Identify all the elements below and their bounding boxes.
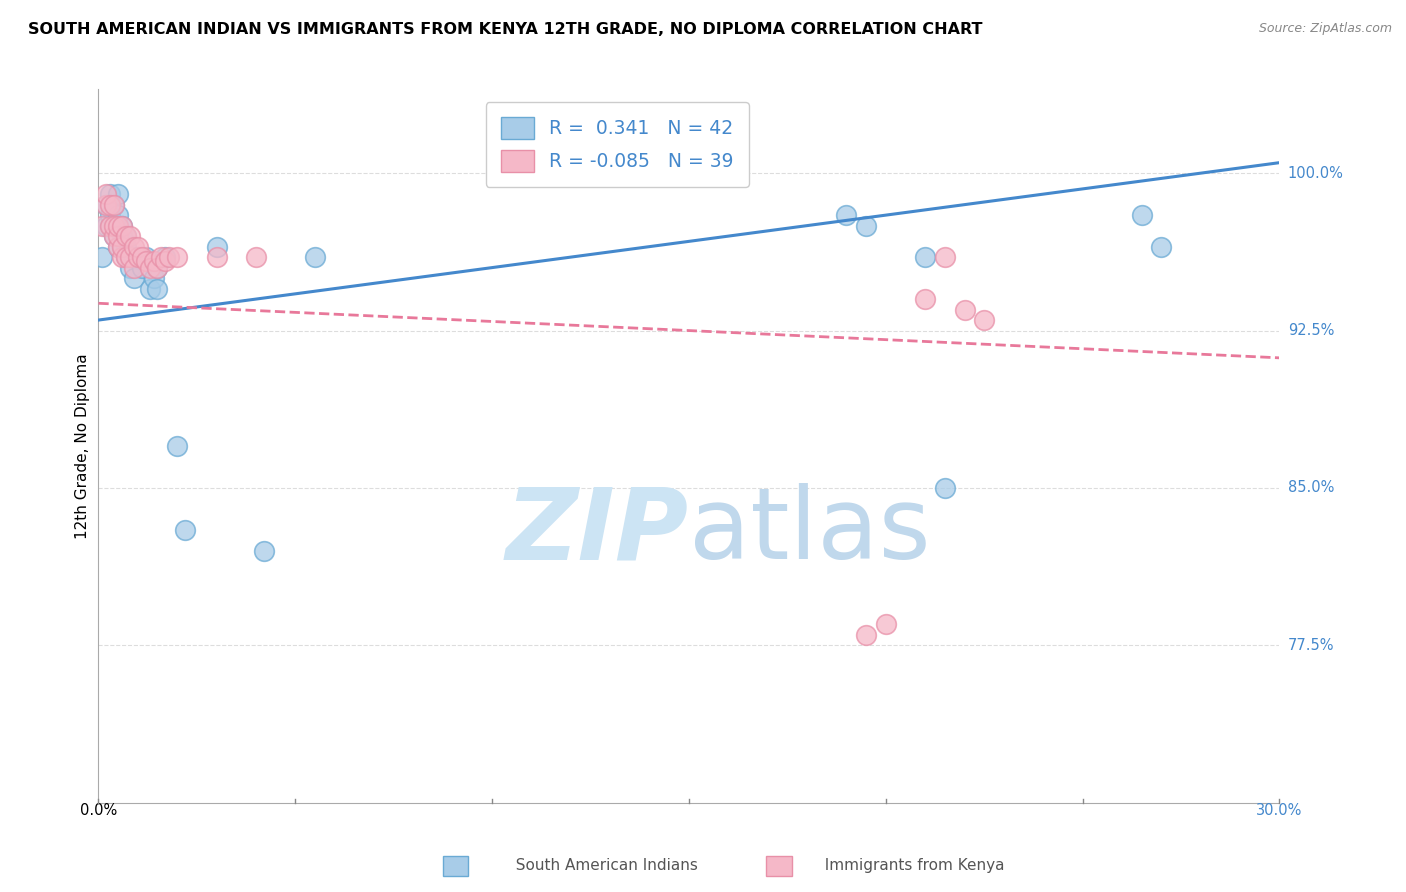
Point bbox=[135, 254, 157, 268]
Point bbox=[103, 229, 125, 244]
Point bbox=[155, 254, 177, 268]
Point bbox=[96, 219, 118, 233]
Point bbox=[245, 250, 267, 264]
Point bbox=[953, 302, 976, 317]
Point bbox=[115, 229, 138, 244]
Point bbox=[107, 219, 129, 233]
Point bbox=[155, 250, 177, 264]
Point bbox=[138, 260, 160, 275]
Point bbox=[103, 219, 125, 233]
Point bbox=[111, 250, 134, 264]
Point bbox=[166, 439, 188, 453]
Point bbox=[115, 250, 138, 264]
Point bbox=[103, 229, 125, 244]
Text: atlas: atlas bbox=[689, 483, 931, 580]
Point bbox=[96, 197, 118, 211]
Point bbox=[934, 481, 956, 495]
Point bbox=[118, 260, 141, 275]
Text: 92.5%: 92.5% bbox=[1288, 323, 1334, 338]
Point bbox=[1150, 239, 1173, 253]
Point bbox=[107, 187, 129, 202]
Point bbox=[174, 523, 197, 537]
Point bbox=[98, 197, 121, 211]
Text: South American Indians: South American Indians bbox=[506, 858, 697, 872]
Point bbox=[103, 219, 125, 233]
Point bbox=[914, 292, 936, 306]
Point bbox=[122, 239, 145, 253]
Point bbox=[103, 197, 125, 211]
Point bbox=[111, 239, 134, 253]
Point bbox=[1130, 208, 1153, 222]
Point bbox=[115, 239, 138, 253]
Point bbox=[142, 271, 165, 285]
Point bbox=[91, 219, 114, 233]
Y-axis label: 12th Grade, No Diploma: 12th Grade, No Diploma bbox=[75, 353, 90, 539]
Point bbox=[103, 197, 125, 211]
Point bbox=[855, 628, 877, 642]
Point bbox=[875, 617, 897, 632]
Point bbox=[122, 250, 145, 264]
Text: ZIP: ZIP bbox=[506, 483, 689, 580]
Point bbox=[135, 250, 157, 264]
Point bbox=[107, 239, 129, 253]
Point bbox=[142, 254, 165, 268]
Point bbox=[127, 250, 149, 264]
Point bbox=[107, 229, 129, 244]
Point bbox=[118, 229, 141, 244]
Point bbox=[127, 239, 149, 253]
Point bbox=[127, 250, 149, 264]
Point bbox=[96, 187, 118, 202]
Point bbox=[107, 208, 129, 222]
Point bbox=[304, 250, 326, 264]
Point bbox=[96, 197, 118, 211]
Point bbox=[146, 260, 169, 275]
Point bbox=[146, 260, 169, 275]
Legend: R =  0.341   N = 42, R = -0.085   N = 39: R = 0.341 N = 42, R = -0.085 N = 39 bbox=[485, 103, 749, 186]
Point bbox=[934, 250, 956, 264]
Point bbox=[157, 250, 180, 264]
Point bbox=[98, 219, 121, 233]
Text: SOUTH AMERICAN INDIAN VS IMMIGRANTS FROM KENYA 12TH GRADE, NO DIPLOMA CORRELATIO: SOUTH AMERICAN INDIAN VS IMMIGRANTS FROM… bbox=[28, 22, 983, 37]
Text: 30.0%: 30.0% bbox=[1257, 803, 1302, 818]
Point bbox=[107, 239, 129, 253]
Point bbox=[122, 260, 145, 275]
Point bbox=[122, 271, 145, 285]
Text: Source: ZipAtlas.com: Source: ZipAtlas.com bbox=[1258, 22, 1392, 36]
Point bbox=[111, 219, 134, 233]
Point bbox=[914, 250, 936, 264]
Point bbox=[855, 219, 877, 233]
Point bbox=[107, 219, 129, 233]
Text: 77.5%: 77.5% bbox=[1288, 638, 1334, 653]
Point bbox=[138, 282, 160, 296]
Point bbox=[131, 260, 153, 275]
Text: Immigrants from Kenya: Immigrants from Kenya bbox=[815, 858, 1005, 872]
Point bbox=[205, 239, 228, 253]
Point bbox=[115, 229, 138, 244]
Point bbox=[146, 282, 169, 296]
Point bbox=[973, 313, 995, 327]
Text: 85.0%: 85.0% bbox=[1288, 481, 1334, 495]
Point bbox=[111, 229, 134, 244]
Point bbox=[253, 544, 276, 558]
Point bbox=[111, 239, 134, 253]
Point bbox=[118, 250, 141, 264]
Point bbox=[150, 250, 173, 264]
Point bbox=[205, 250, 228, 264]
Point bbox=[131, 250, 153, 264]
Point bbox=[91, 250, 114, 264]
Text: 100.0%: 100.0% bbox=[1288, 166, 1344, 181]
Point bbox=[835, 208, 858, 222]
Point bbox=[111, 219, 134, 233]
Point bbox=[98, 208, 121, 222]
Point bbox=[166, 250, 188, 264]
Text: 0.0%: 0.0% bbox=[80, 803, 117, 818]
Point bbox=[98, 219, 121, 233]
Point bbox=[118, 250, 141, 264]
Point bbox=[98, 187, 121, 202]
Point bbox=[115, 250, 138, 264]
